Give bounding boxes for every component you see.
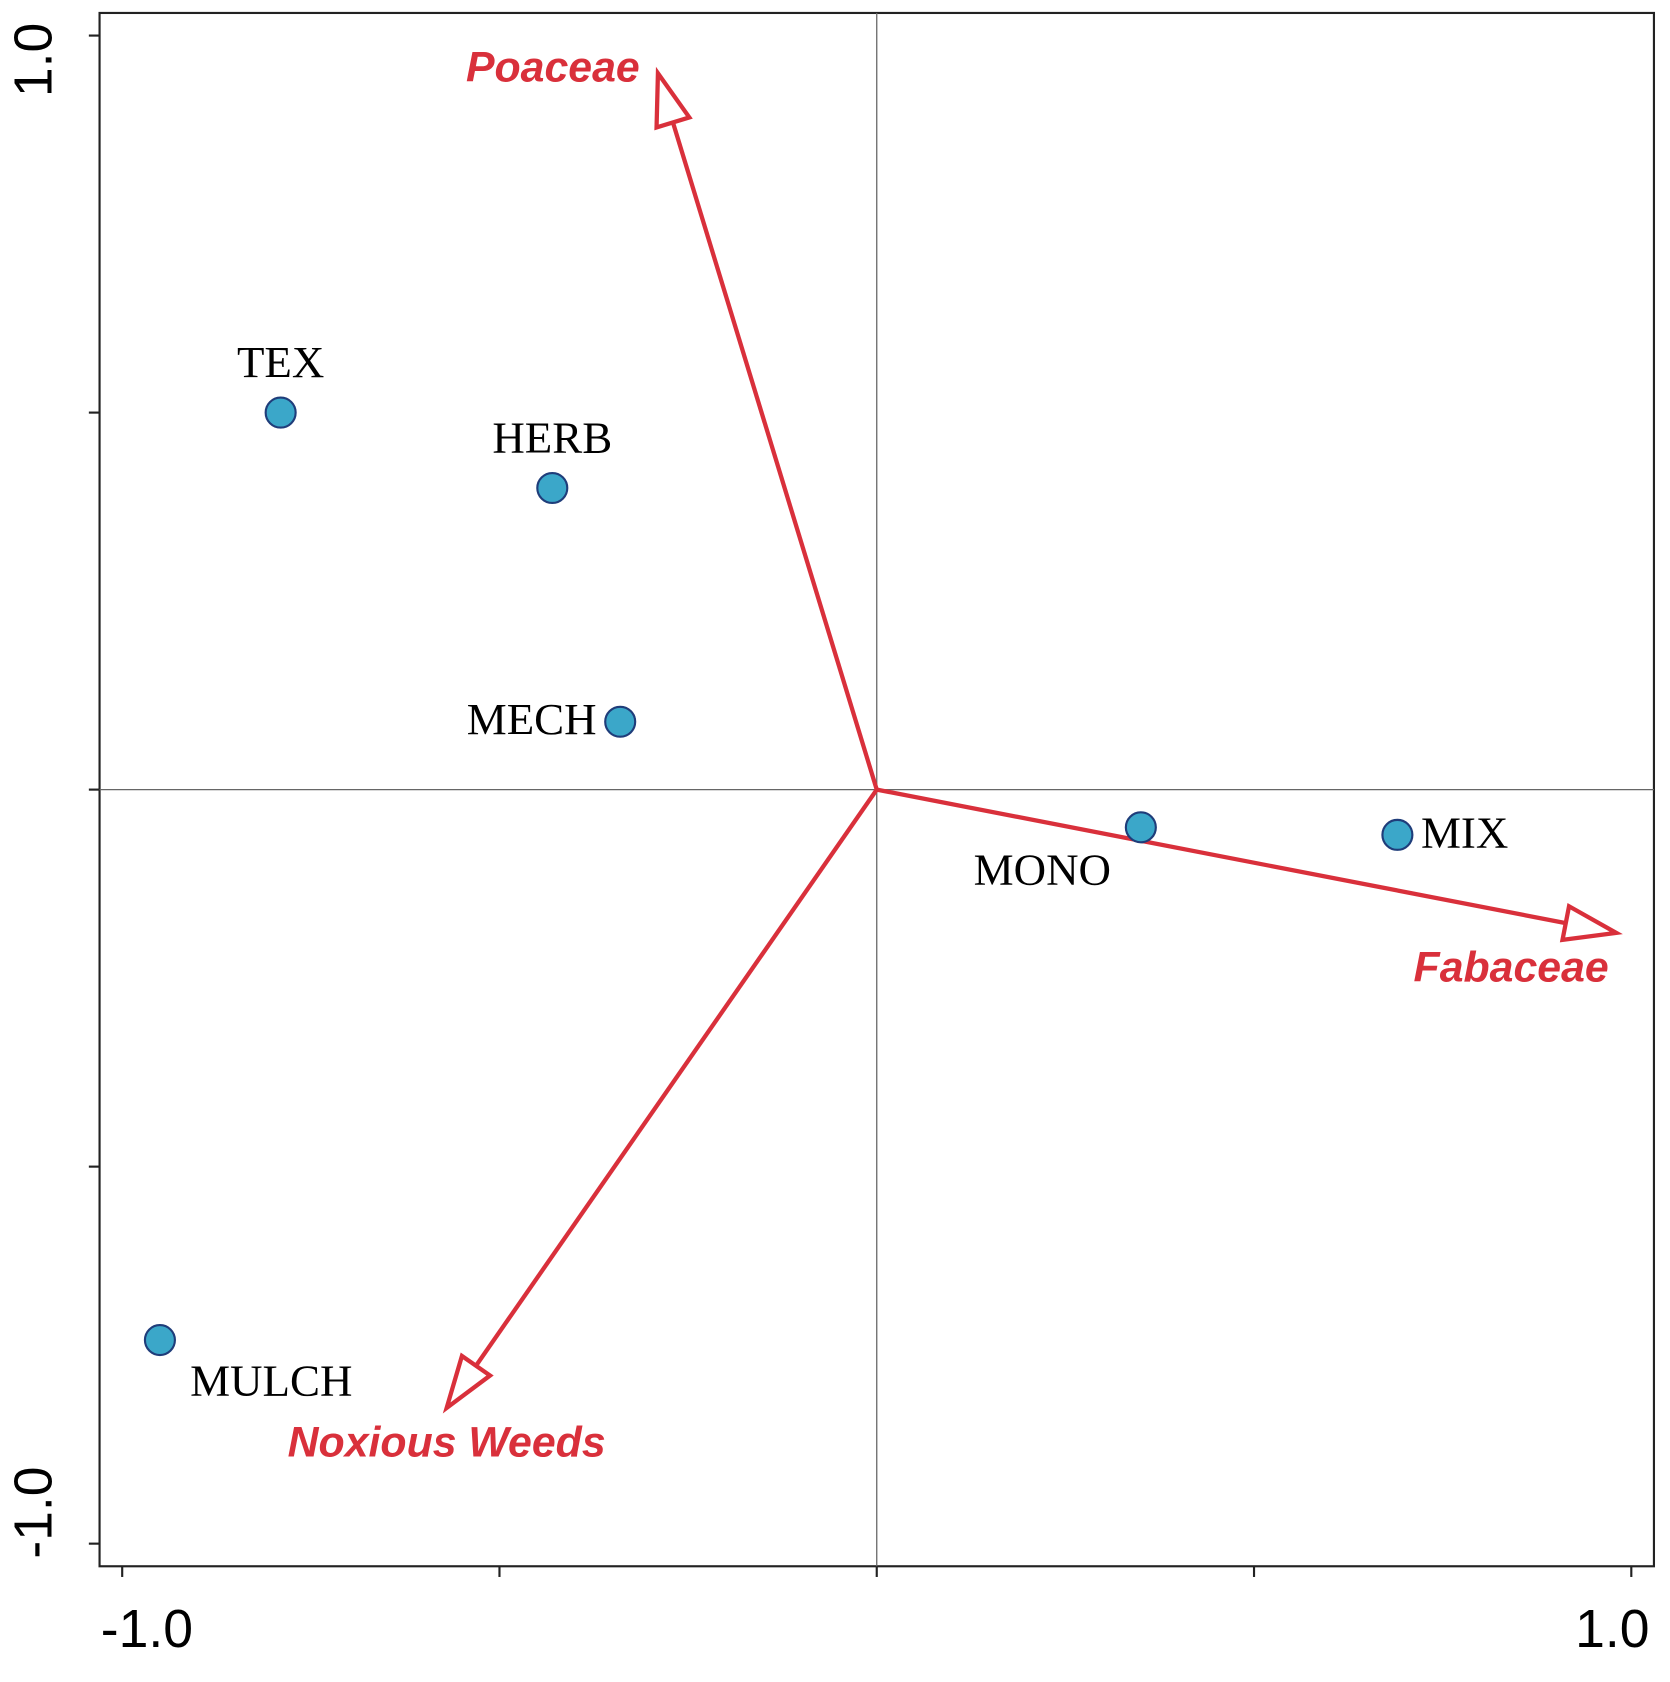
vector-label: Fabaceae	[1414, 944, 1609, 992]
point-label: MIX	[1421, 807, 1508, 857]
point-label: MECH	[467, 694, 597, 744]
point	[143, 1324, 176, 1357]
point	[264, 396, 297, 429]
vector-shaft	[670, 121, 879, 791]
x-tick-label: -1.0	[101, 1600, 193, 1659]
vector-label: Noxious Weeds	[288, 1419, 606, 1467]
vector-head	[654, 66, 693, 131]
vector-head	[1559, 902, 1623, 943]
vector-shaft	[876, 787, 1567, 926]
point-label: MULCH	[190, 1355, 352, 1405]
point	[1124, 811, 1157, 844]
point	[1381, 818, 1414, 851]
point-label: TEX	[237, 337, 324, 387]
y-tick-label: -1.0	[5, 1466, 64, 1558]
point-label: MONO	[974, 845, 1111, 895]
vector-shaft	[474, 788, 879, 1367]
point	[604, 705, 637, 738]
point-label: HERB	[492, 412, 612, 462]
x-tick-label: 1.0	[1575, 1600, 1649, 1659]
y-tick-label: 1.0	[5, 23, 64, 97]
vector-head	[442, 1352, 494, 1414]
point	[536, 471, 569, 505]
vector-label: Poaceae	[466, 43, 640, 91]
